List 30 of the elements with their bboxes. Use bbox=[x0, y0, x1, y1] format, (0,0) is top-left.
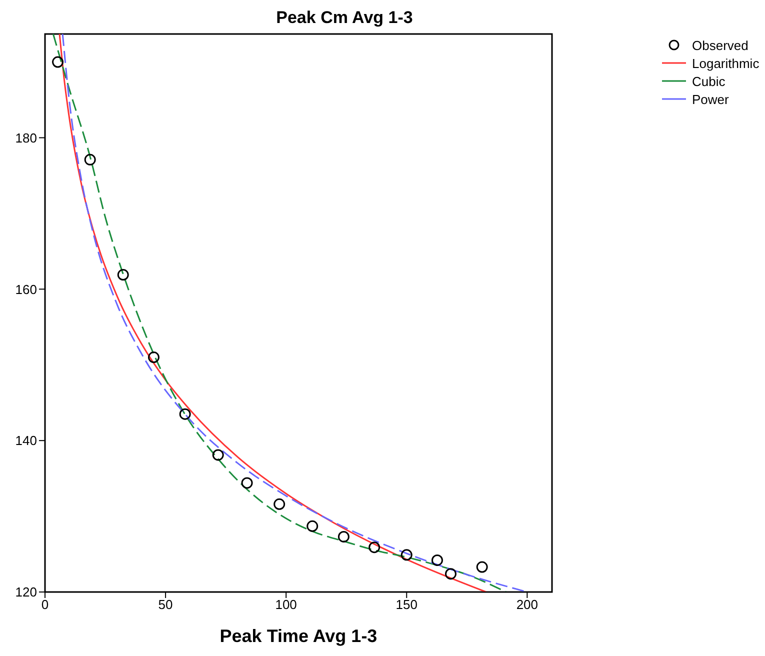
x-tick-label: 150 bbox=[396, 597, 418, 612]
point bbox=[274, 498, 286, 510]
point bbox=[368, 542, 380, 554]
legend-label: Observed bbox=[692, 38, 748, 52]
point bbox=[444, 568, 456, 580]
point bbox=[476, 561, 488, 573]
point bbox=[52, 56, 64, 68]
y-tick-label: 180 bbox=[15, 130, 37, 146]
chart-title: Peak Cm Avg 1-3 bbox=[275, 8, 414, 28]
x-tick-label: 200 bbox=[516, 597, 538, 612]
legend-label: Cubic bbox=[692, 74, 726, 88]
y-tick-label: 140 bbox=[15, 433, 37, 448]
legend-label: Logarithmic bbox=[692, 56, 760, 70]
point bbox=[179, 408, 191, 420]
point bbox=[431, 554, 443, 566]
point bbox=[400, 549, 412, 561]
x-tick-label: 0 bbox=[41, 597, 49, 612]
legend-label: Power bbox=[692, 92, 729, 106]
x-tick-label: 100 bbox=[275, 597, 297, 612]
x-tick-label: 50 bbox=[158, 597, 173, 612]
point bbox=[212, 449, 224, 461]
point bbox=[84, 154, 96, 166]
point bbox=[148, 352, 160, 364]
y-tick-label: 160 bbox=[15, 282, 37, 297]
point bbox=[306, 520, 318, 532]
point bbox=[241, 477, 253, 489]
x-axis-title: Peak Time Avg 1-3 bbox=[220, 626, 378, 646]
point bbox=[117, 269, 129, 281]
y-tick-label: 120 bbox=[15, 584, 37, 600]
point bbox=[338, 530, 350, 542]
